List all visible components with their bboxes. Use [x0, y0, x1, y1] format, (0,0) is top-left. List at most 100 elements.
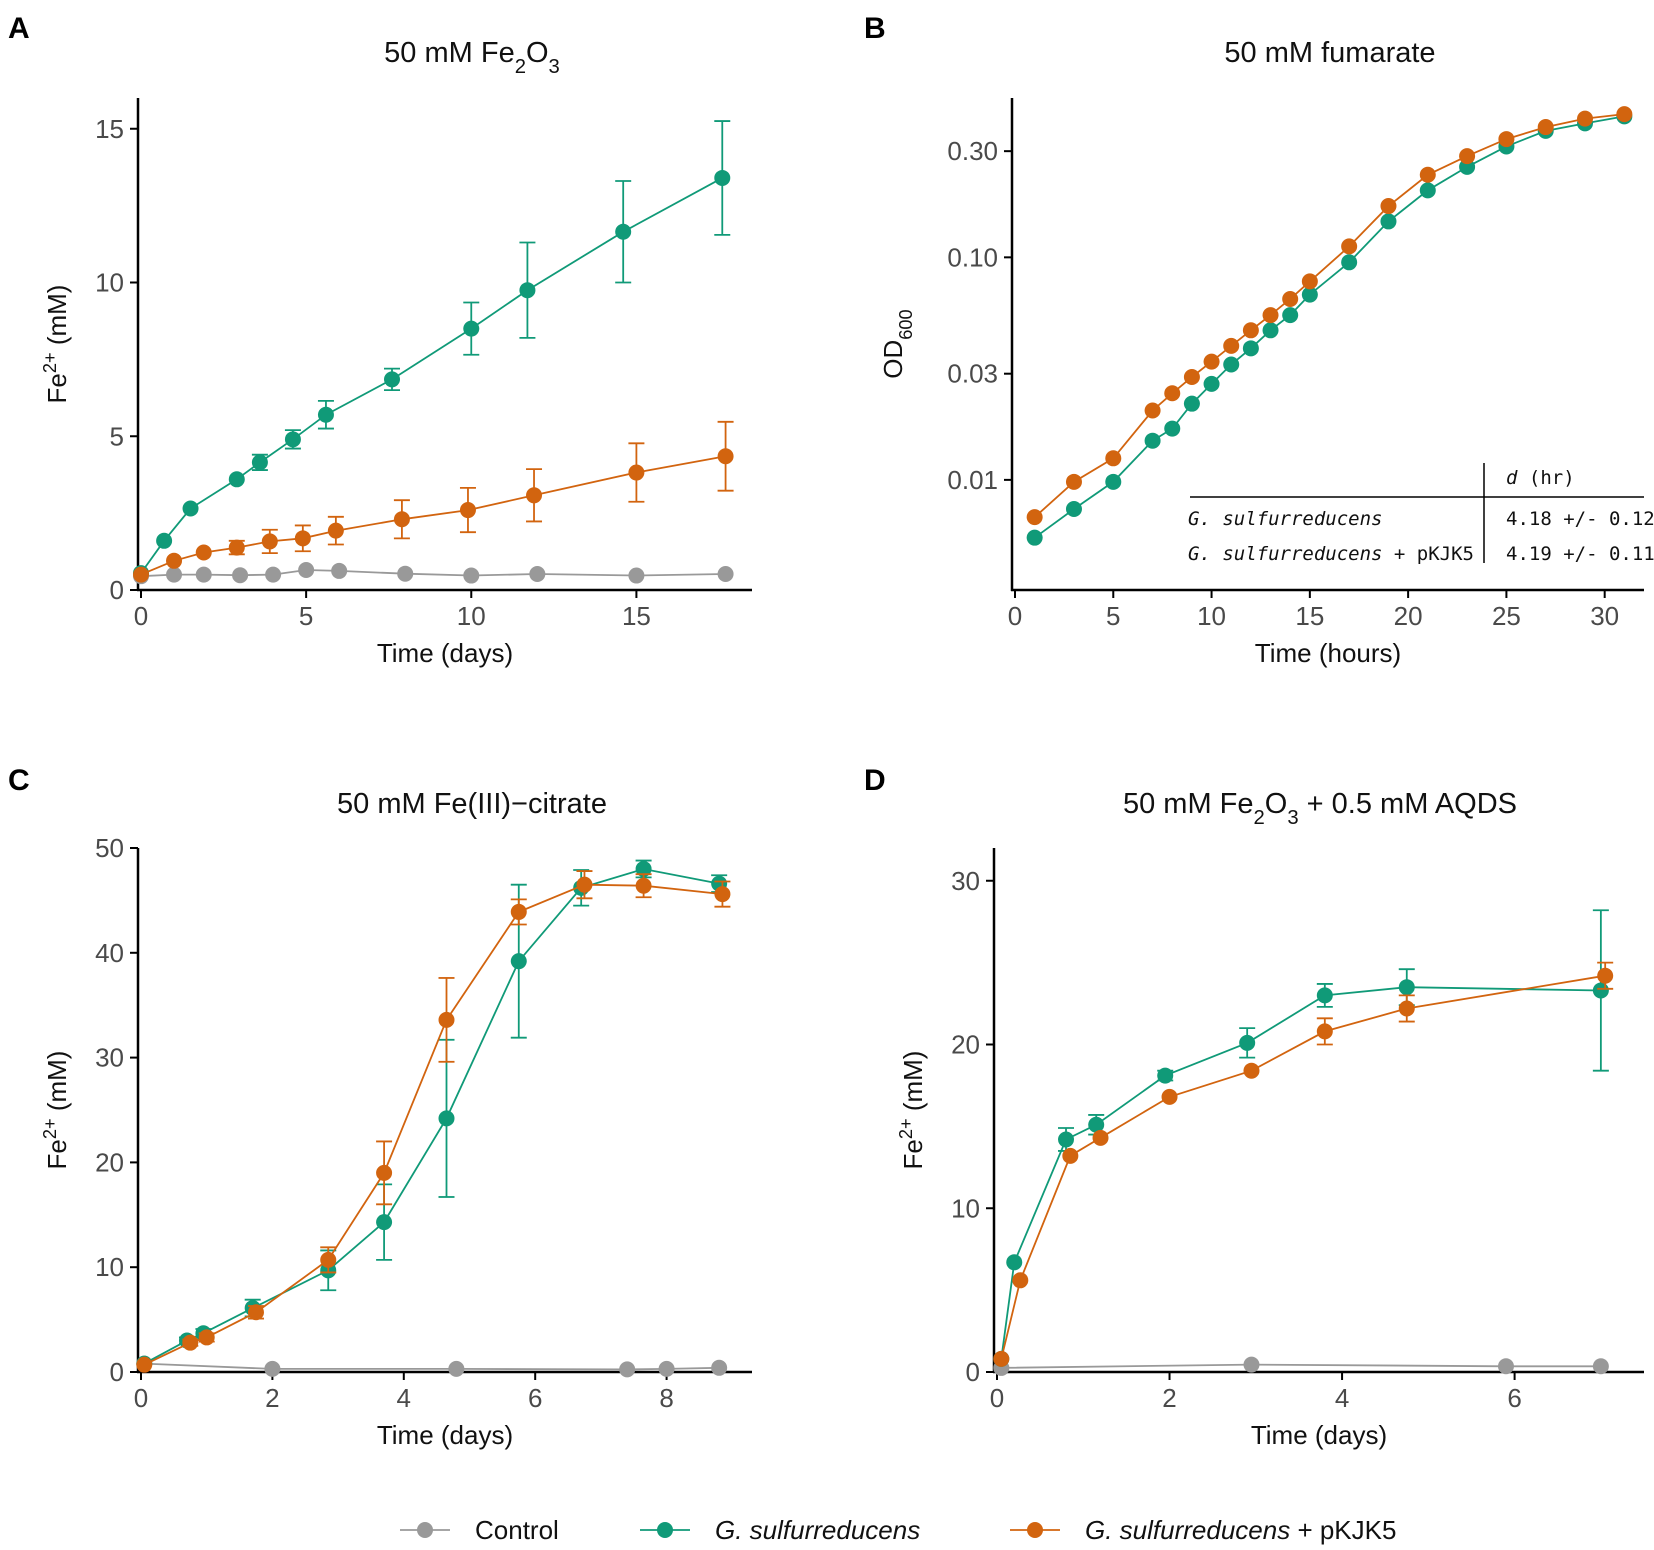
- x-tick-label: 0: [134, 601, 148, 631]
- y-label-base: Fe: [898, 1139, 928, 1169]
- title-part: 2: [515, 56, 526, 78]
- x-tick-label: 15: [1295, 601, 1324, 631]
- y-tick-label: 0: [110, 575, 124, 605]
- y-tick-label: 30: [95, 1043, 124, 1073]
- panel-letter: C: [8, 764, 30, 797]
- y-label-suffix: (mM): [42, 285, 72, 353]
- data-point: [133, 566, 149, 583]
- chart-title: 50 mM fumarate: [1224, 37, 1435, 69]
- title-part: 3: [1287, 807, 1298, 829]
- series-line: [140, 177, 723, 574]
- data-point: [182, 1334, 199, 1351]
- data-point: [438, 1110, 455, 1127]
- data-point: [1459, 148, 1476, 165]
- data-point: [1262, 307, 1279, 324]
- y-tick-label: 15: [95, 114, 124, 144]
- data-point: [1088, 1116, 1105, 1133]
- data-point: [1498, 131, 1515, 148]
- legend-label-species: G. sulfurreducens: [715, 1515, 920, 1545]
- data-point: [1161, 1088, 1178, 1105]
- panel-c: C 50 mM Fe(III)−citrate 0 2 4 6 8 0 10 20 30 40 50 Ti…: [8, 764, 752, 1450]
- data-point: [1597, 967, 1614, 984]
- legend-label-species: G. sulfurreducens: [1085, 1515, 1290, 1545]
- data-point: [384, 371, 401, 388]
- data-point: [1144, 402, 1161, 419]
- data-point: [261, 533, 278, 550]
- legend-marker: [417, 1522, 433, 1538]
- y-tick-label: 10: [95, 268, 124, 298]
- y-label-sup: 2+: [896, 1118, 916, 1139]
- data-point: [1592, 982, 1609, 999]
- data-point: [1592, 1358, 1609, 1375]
- data-point: [1537, 119, 1554, 136]
- data-point: [166, 552, 183, 569]
- data-point: [510, 953, 527, 970]
- data-point: [529, 566, 546, 583]
- data-point: [1026, 529, 1043, 546]
- data-point: [166, 566, 183, 583]
- data-point: [576, 876, 593, 893]
- data-point: [251, 454, 268, 471]
- title-part: 2: [1254, 807, 1265, 829]
- legend-label: G. sulfurreducens: [715, 1515, 920, 1545]
- data-point: [1223, 337, 1240, 354]
- data-point: [393, 511, 410, 528]
- data-point: [438, 1011, 455, 1028]
- data-point: [1203, 375, 1220, 392]
- data-point: [510, 903, 527, 920]
- y-tick-label: 0: [966, 1357, 980, 1387]
- data-point: [1012, 1272, 1029, 1289]
- panel-b: B 50 mM fumarate 0 5 10 15 20 25 30 0.01 0.03 0.10 0…: [864, 12, 1654, 668]
- legend-marker: [657, 1522, 673, 1538]
- data-point: [247, 1304, 264, 1321]
- x-tick-label: 30: [1590, 601, 1619, 631]
- y-tick-label: 50: [95, 833, 124, 863]
- data-point: [1144, 432, 1161, 449]
- legend: Control G. sulfurreducens G. sulfurreducen…: [400, 1515, 1396, 1545]
- data-point: [1341, 254, 1358, 271]
- y-label-suffix: (mM): [42, 1051, 72, 1119]
- data-point: [1243, 1062, 1260, 1079]
- series-control: [133, 562, 734, 585]
- data-point: [298, 562, 315, 579]
- series-control: [136, 1355, 728, 1378]
- data-point: [714, 169, 731, 186]
- series-control: [993, 1356, 1609, 1376]
- series-gsulf: [993, 909, 1609, 1367]
- panel-a: A 50 mM Fe2O3 0 5 10 15 0 5 10 15 Time (days) Fe2+ …: [8, 12, 752, 668]
- data-point: [376, 1164, 393, 1181]
- data-point: [1380, 213, 1397, 230]
- x-tick-label: 10: [1197, 601, 1226, 631]
- data-point: [1203, 353, 1220, 370]
- data-point: [1026, 509, 1043, 526]
- chart-title: 50 mM Fe2O3: [384, 37, 560, 78]
- x-tick-label: 0: [134, 1383, 148, 1413]
- data-point: [526, 487, 543, 504]
- data-point: [1006, 1254, 1023, 1271]
- data-point: [1242, 322, 1259, 339]
- title-part: O: [526, 37, 549, 69]
- title-part: 50 mM fumarate: [1224, 37, 1435, 69]
- x-axis-label: Time (days): [377, 638, 513, 668]
- y-tick-label: 5: [110, 421, 124, 451]
- data-point: [1398, 979, 1415, 996]
- x-tick-label: 0: [990, 1383, 1004, 1413]
- data-point: [714, 886, 731, 903]
- data-point: [317, 406, 334, 423]
- data-point: [1301, 273, 1318, 290]
- data-point: [1105, 450, 1122, 467]
- data-point: [463, 320, 480, 337]
- data-point: [182, 500, 199, 517]
- data-point: [198, 1329, 215, 1346]
- data-point: [1105, 473, 1122, 490]
- title-part: 50 mM Fe: [1123, 788, 1254, 820]
- chart-title: 50 mM Fe(III)−citrate: [337, 788, 607, 820]
- x-tick-label: 0: [1008, 601, 1022, 631]
- data-point: [711, 1359, 728, 1376]
- legend-label-text: Control: [475, 1515, 559, 1545]
- data-point: [195, 544, 212, 561]
- table-row-value: 4.19 +/- 0.11: [1506, 543, 1654, 565]
- table-header-symbol: d: [1506, 467, 1518, 489]
- title-part: 3: [549, 56, 560, 78]
- data-point: [658, 1360, 675, 1377]
